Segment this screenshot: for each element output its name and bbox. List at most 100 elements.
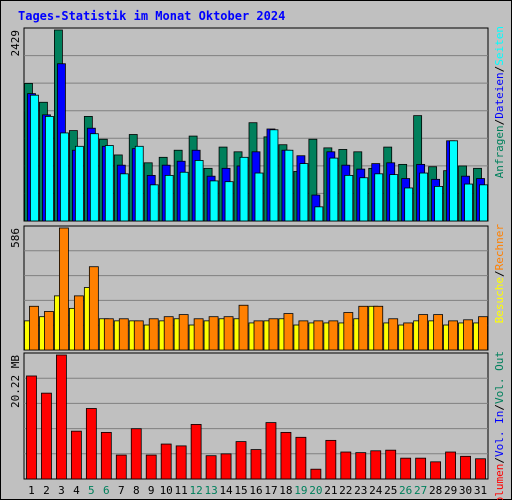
x-tick-label-day-16: 16 (249, 484, 262, 497)
x-tick-label-day-6: 6 (103, 484, 110, 497)
legend-separator: / (493, 457, 506, 464)
bar-volumen-day-18 (280, 431, 292, 480)
bar-seiten-day-27 (419, 172, 429, 222)
x-tick-label-day-9: 9 (148, 484, 155, 497)
bar-volumen-day-31 (475, 458, 486, 480)
bar-rechner-day-24 (373, 305, 384, 351)
bar-seiten-day-24 (374, 173, 384, 222)
bar-volumen-day-30 (460, 455, 471, 480)
legend-separator: / (493, 404, 506, 411)
bar-rechner-day-1 (29, 305, 39, 351)
x-tick-label-day-13: 13 (204, 484, 217, 497)
bar-volumen-day-6 (100, 431, 112, 480)
y-axis-max-label: 2429 (9, 30, 22, 57)
x-tick-label-day-5: 5 (88, 484, 95, 497)
bar-rechner-day-28 (433, 314, 444, 351)
x-tick-label-day-29: 29 (444, 484, 457, 497)
bar-seiten-day-7 (119, 173, 129, 222)
bar-volumen-day-25 (385, 449, 397, 480)
x-tick-label-day-14: 14 (219, 484, 233, 497)
bar-rechner-day-2 (44, 311, 54, 351)
bar-seiten-day-16 (254, 172, 264, 222)
bar-seiten-day-4 (74, 145, 84, 222)
panel-kbytes: 20.22 MB Volumen/Vol. In/Vol. Out (9, 351, 506, 500)
bar-rechner-day-9 (148, 318, 159, 351)
bar-seiten-day-26 (404, 187, 414, 222)
legend-label-dateien: Dateien (493, 72, 506, 118)
bar-rechner-day-3 (59, 227, 69, 351)
bar-seiten-day-1 (30, 94, 39, 222)
bar-rechner-day-29 (448, 320, 458, 351)
x-tick-label-day-23: 23 (354, 484, 367, 497)
bar-volumen-day-10 (160, 443, 172, 480)
bar-rechner-day-7 (118, 318, 129, 351)
bar-volumen-day-12 (190, 424, 202, 480)
bar-seiten-day-9 (149, 184, 159, 222)
bar-seiten-day-8 (134, 145, 144, 222)
bar-rechner-day-10 (163, 316, 174, 351)
legend-label-besuche: Besuche (493, 277, 506, 323)
bar-rechner-day-22 (343, 312, 354, 351)
bar-rechner-day-8 (133, 320, 144, 351)
bar-volumen-day-5 (85, 408, 97, 480)
bar-rechner-day-5 (88, 266, 99, 351)
bar-seiten-day-30 (464, 183, 473, 222)
bar-seiten-day-22 (344, 174, 354, 222)
bar-volumen-day-24 (370, 450, 382, 480)
x-tick-label-day-3: 3 (58, 484, 65, 497)
x-tick-label-day-10: 10 (160, 484, 173, 497)
bar-seiten-day-29 (449, 140, 458, 222)
bar-volumen-day-27 (415, 457, 427, 480)
right-axis-legend: Besuche/Rechner (493, 224, 506, 324)
x-tick-label-day-19: 19 (294, 484, 307, 497)
bar-seiten-day-10 (164, 174, 174, 222)
bar-rechner-day-11 (178, 314, 189, 351)
bar-volumen-day-4 (70, 430, 82, 480)
x-tick-label-day-24: 24 (369, 484, 383, 497)
panel-besuche-rechner: 586 Besuche/Rechner (9, 224, 506, 351)
bar-seiten-day-20 (314, 206, 324, 222)
legend-label-vol-out: Vol. Out (493, 351, 506, 404)
bar-rechner-day-25 (388, 318, 399, 351)
bar-seiten-day-6 (104, 145, 114, 222)
bar-seiten-day-2 (45, 116, 54, 222)
bar-seiten-day-11 (179, 171, 189, 222)
bar-volumen-day-14 (220, 453, 232, 480)
bar-rechner-day-20 (313, 320, 324, 351)
x-tick-label-day-17: 17 (264, 484, 277, 497)
bar-volumen-day-28 (430, 461, 442, 480)
bar-rechner-day-12 (193, 318, 204, 351)
bar-rechner-day-18 (283, 313, 294, 351)
bar-rechner-day-31 (478, 316, 488, 351)
bar-volumen-day-21 (325, 439, 337, 480)
bar-volumen-day-9 (145, 454, 157, 480)
bar-volumen-day-29 (445, 451, 456, 480)
bar-rechner-day-30 (463, 319, 473, 351)
bar-volumen-day-16 (250, 449, 262, 480)
legend-label-volumen: Volumen (493, 464, 506, 500)
right-axis-legend: Volumen/Vol. In/Vol. Out (493, 351, 506, 500)
bar-volumen-day-7 (115, 454, 127, 480)
legend-label-seiten: Seiten (493, 26, 506, 66)
bar-seiten-day-13 (209, 180, 219, 222)
bar-seiten-day-3 (60, 132, 69, 222)
bar-seiten-day-19 (299, 163, 309, 222)
bar-volumen-day-13 (205, 455, 217, 480)
y-axis-max-label: 20.22 MB (9, 355, 22, 408)
legend-label-rechner: Rechner (493, 224, 506, 271)
bar-rechner-day-23 (358, 305, 369, 351)
x-tick-label-day-4: 4 (73, 484, 80, 497)
x-tick-label-day-1: 1 (28, 484, 35, 497)
bar-seiten-day-25 (389, 174, 399, 222)
x-tick-label-day-21: 21 (324, 484, 337, 497)
bar-seiten-day-31 (479, 184, 488, 222)
bar-volumen-day-2 (41, 392, 52, 480)
bar-seiten-day-12 (194, 160, 204, 222)
x-tick-label-day-26: 26 (399, 484, 412, 497)
bar-rechner-day-14 (223, 316, 234, 351)
right-axis-legend: Anfragen/Dateien/Seiten (493, 26, 506, 178)
x-tick-label-day-12: 12 (190, 484, 203, 497)
bar-rechner-day-17 (268, 318, 279, 351)
